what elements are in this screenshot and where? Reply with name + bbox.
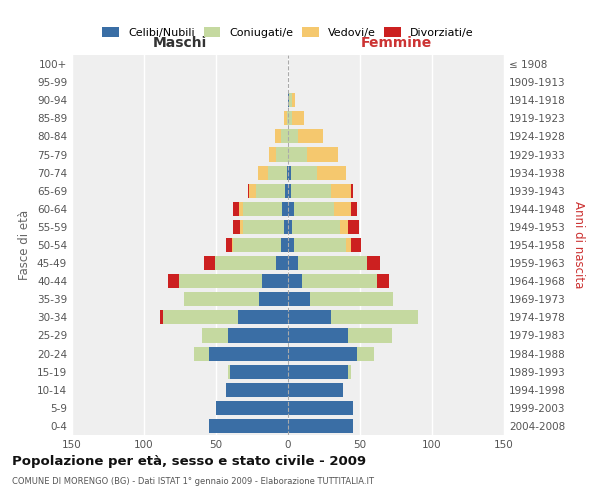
- Bar: [288, 292, 310, 306]
- Bar: [288, 328, 392, 342]
- Bar: [288, 166, 317, 179]
- Bar: [288, 93, 295, 108]
- Bar: [268, 166, 288, 179]
- Bar: [277, 148, 288, 162]
- Bar: [288, 184, 352, 198]
- Bar: [288, 328, 349, 342]
- Bar: [288, 346, 374, 360]
- Bar: [288, 274, 377, 288]
- Bar: [205, 256, 288, 270]
- Bar: [227, 328, 288, 342]
- Bar: [233, 238, 288, 252]
- Bar: [244, 202, 288, 216]
- Bar: [288, 346, 357, 360]
- Bar: [202, 328, 288, 342]
- Bar: [281, 238, 288, 252]
- Bar: [269, 148, 288, 162]
- Bar: [179, 274, 288, 288]
- Bar: [184, 292, 288, 306]
- Bar: [288, 166, 291, 179]
- Text: COMUNE DI MORENGO (BG) - Dati ISTAT 1° gennaio 2009 - Elaborazione TUTTITALIA.IT: COMUNE DI MORENGO (BG) - Dati ISTAT 1° g…: [12, 478, 374, 486]
- Bar: [288, 256, 380, 270]
- Bar: [288, 238, 352, 252]
- Bar: [288, 364, 352, 378]
- Bar: [288, 202, 357, 216]
- Bar: [163, 310, 288, 324]
- Bar: [241, 220, 288, 234]
- Bar: [259, 292, 288, 306]
- Bar: [287, 112, 288, 126]
- Bar: [288, 202, 294, 216]
- Bar: [258, 166, 288, 179]
- Bar: [288, 310, 418, 324]
- Bar: [288, 292, 393, 306]
- Bar: [226, 238, 288, 252]
- Bar: [244, 220, 288, 234]
- Bar: [230, 364, 288, 378]
- Text: Femmine: Femmine: [361, 36, 431, 50]
- Bar: [288, 256, 367, 270]
- Bar: [288, 274, 302, 288]
- Y-axis label: Anni di nascita: Anni di nascita: [572, 202, 585, 288]
- Bar: [288, 238, 361, 252]
- Bar: [284, 220, 288, 234]
- Bar: [216, 401, 288, 415]
- Bar: [169, 274, 288, 288]
- Bar: [288, 130, 323, 143]
- Text: Popolazione per età, sesso e stato civile - 2009: Popolazione per età, sesso e stato civil…: [12, 455, 366, 468]
- Bar: [288, 220, 340, 234]
- Bar: [233, 220, 288, 234]
- Bar: [227, 364, 288, 378]
- Bar: [238, 310, 288, 324]
- Bar: [288, 364, 349, 378]
- Bar: [288, 112, 292, 126]
- Bar: [233, 202, 288, 216]
- Bar: [288, 148, 307, 162]
- Bar: [262, 274, 288, 288]
- Bar: [209, 346, 288, 360]
- Bar: [288, 112, 304, 126]
- Bar: [288, 184, 291, 198]
- Bar: [288, 256, 298, 270]
- Bar: [288, 166, 346, 179]
- Bar: [288, 401, 353, 415]
- Bar: [288, 220, 359, 234]
- Bar: [288, 93, 292, 108]
- Bar: [249, 184, 288, 198]
- Bar: [288, 93, 289, 108]
- Bar: [215, 256, 288, 270]
- Bar: [287, 166, 288, 179]
- Bar: [285, 184, 288, 198]
- Bar: [288, 184, 331, 198]
- Bar: [288, 382, 343, 397]
- Bar: [194, 346, 288, 360]
- Bar: [288, 220, 292, 234]
- Bar: [209, 419, 288, 433]
- Text: Maschi: Maschi: [153, 36, 207, 50]
- Bar: [288, 238, 294, 252]
- Bar: [239, 202, 288, 216]
- Bar: [288, 419, 353, 433]
- Bar: [288, 274, 389, 288]
- Bar: [288, 202, 334, 216]
- Y-axis label: Fasce di età: Fasce di età: [19, 210, 31, 280]
- Bar: [288, 220, 349, 234]
- Bar: [288, 184, 353, 198]
- Bar: [282, 202, 288, 216]
- Bar: [281, 130, 288, 143]
- Bar: [277, 256, 288, 270]
- Bar: [160, 310, 288, 324]
- Bar: [284, 112, 288, 126]
- Bar: [288, 148, 338, 162]
- Bar: [288, 238, 346, 252]
- Bar: [248, 184, 288, 198]
- Bar: [288, 130, 298, 143]
- Bar: [288, 310, 331, 324]
- Legend: Celibi/Nubili, Coniugati/e, Vedovi/e, Divorziati/e: Celibi/Nubili, Coniugati/e, Vedovi/e, Di…: [98, 22, 478, 42]
- Bar: [232, 238, 288, 252]
- Bar: [226, 382, 288, 397]
- Bar: [275, 130, 288, 143]
- Bar: [288, 202, 352, 216]
- Bar: [256, 184, 288, 198]
